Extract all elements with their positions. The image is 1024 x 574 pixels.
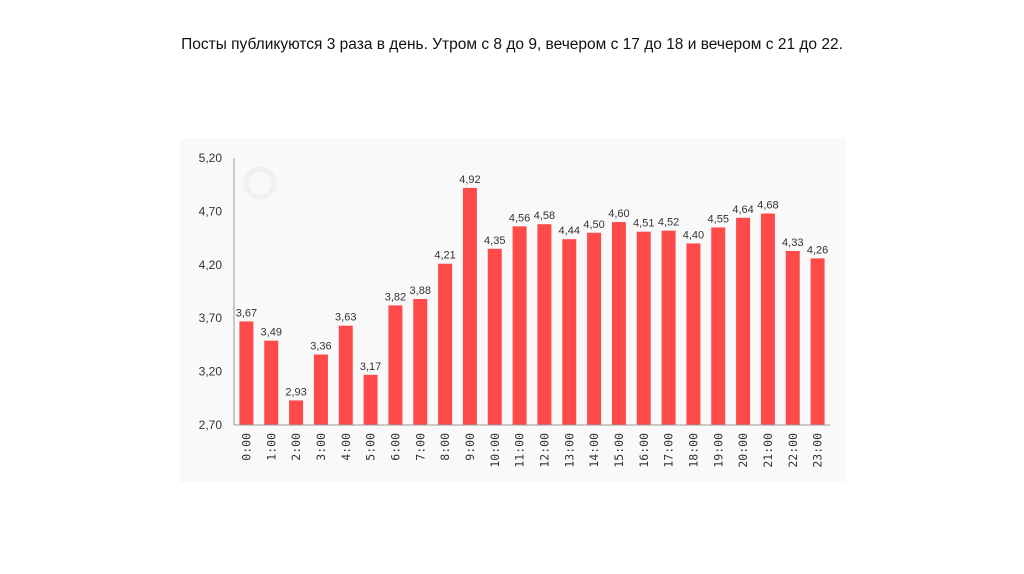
- bar-12:00: [537, 224, 552, 425]
- x-tick-label: 17:00: [662, 433, 676, 468]
- y-tick-label: 4,20: [199, 258, 223, 272]
- bar-10:00: [487, 248, 502, 425]
- x-tick-label: 8:00: [438, 433, 452, 461]
- data-label: 3,82: [385, 291, 406, 303]
- y-tick-label: 4,70: [199, 204, 223, 218]
- data-label: 4,55: [708, 213, 729, 225]
- data-label: 4,92: [459, 174, 480, 186]
- bar-13:00: [562, 239, 577, 425]
- bar-20:00: [736, 217, 751, 425]
- bar-4:00: [338, 325, 353, 425]
- data-label: 4,21: [434, 250, 455, 262]
- bar-19:00: [711, 227, 726, 425]
- data-label: 4,58: [534, 210, 555, 222]
- watermark-logo: [243, 166, 277, 200]
- data-label: 3,88: [410, 285, 431, 297]
- bar-21:00: [760, 213, 775, 425]
- data-label: 4,68: [757, 200, 778, 212]
- x-tick-label: 6:00: [388, 433, 402, 461]
- bar-3:00: [313, 354, 328, 425]
- data-label: 4,52: [658, 217, 679, 229]
- x-tick-label: 1:00: [264, 433, 278, 461]
- x-tick-label: 19:00: [711, 433, 725, 468]
- data-label: 3,49: [261, 327, 282, 339]
- x-tick-label: 14:00: [587, 433, 601, 468]
- y-tick-label: 3,20: [199, 365, 223, 379]
- data-label: 2,93: [285, 386, 306, 398]
- bar-22:00: [785, 250, 800, 425]
- data-label: 3,17: [360, 361, 381, 373]
- x-tick-label: 23:00: [811, 433, 825, 468]
- bar-17:00: [661, 230, 676, 425]
- x-tick-label: 20:00: [736, 433, 750, 468]
- data-label: 4,35: [484, 235, 505, 247]
- data-label: 4,33: [782, 237, 803, 249]
- data-label: 4,60: [608, 208, 629, 220]
- data-label: 4,26: [807, 244, 828, 256]
- y-tick-label: 2,70: [199, 418, 223, 432]
- data-label: 4,56: [509, 212, 530, 224]
- data-label: 4,51: [633, 218, 654, 230]
- bar-2:00: [289, 400, 304, 425]
- x-tick-label: 21:00: [761, 433, 775, 468]
- bar-8:00: [438, 263, 453, 425]
- bar-1:00: [264, 340, 279, 425]
- x-tick-label: 13:00: [562, 433, 576, 468]
- x-tick-label: 12:00: [537, 433, 551, 468]
- slide-title: Посты публикуются 3 раза в день. Утром с…: [181, 36, 843, 53]
- x-tick-label: 0:00: [239, 433, 253, 461]
- bar-5:00: [363, 374, 378, 425]
- bar-11:00: [512, 226, 527, 425]
- x-tick-label: 11:00: [513, 433, 527, 468]
- bar-15:00: [611, 222, 626, 425]
- bar-16:00: [636, 231, 651, 425]
- x-tick-label: 2:00: [289, 433, 303, 461]
- x-tick-label: 16:00: [637, 433, 651, 468]
- data-label: 4,40: [683, 229, 704, 241]
- data-label: 3,36: [310, 341, 331, 353]
- bar-chart: 2,70 3,20 3,70 4,20 4,70 5,20 3,67 0:00 3,49 1:0…: [180, 138, 846, 482]
- x-tick-label: 15:00: [612, 433, 626, 468]
- x-tick-label: 7:00: [413, 433, 427, 461]
- bar-6:00: [388, 305, 403, 425]
- bar-0:00: [239, 321, 254, 425]
- x-tick-label: 5:00: [364, 433, 378, 461]
- x-tick-label: 4:00: [339, 433, 353, 461]
- bar-23:00: [810, 258, 825, 425]
- bar-7:00: [413, 298, 428, 425]
- x-tick-label: 22:00: [786, 433, 800, 468]
- x-tick-label: 18:00: [686, 433, 700, 468]
- data-label: 3,67: [236, 307, 257, 319]
- data-label: 4,64: [732, 204, 753, 216]
- y-tick-label: 3,70: [199, 311, 223, 325]
- x-tick-label: 9:00: [463, 433, 477, 461]
- bar-18:00: [686, 243, 701, 425]
- bar-14:00: [587, 232, 602, 425]
- bar-9:00: [462, 187, 477, 425]
- data-label: 4,44: [559, 225, 580, 237]
- y-tick-label: 5,20: [199, 151, 223, 165]
- x-tick-label: 10:00: [488, 433, 502, 468]
- x-tick-label: 3:00: [314, 433, 328, 461]
- data-label: 3,63: [335, 312, 356, 324]
- data-label: 4,50: [583, 219, 604, 231]
